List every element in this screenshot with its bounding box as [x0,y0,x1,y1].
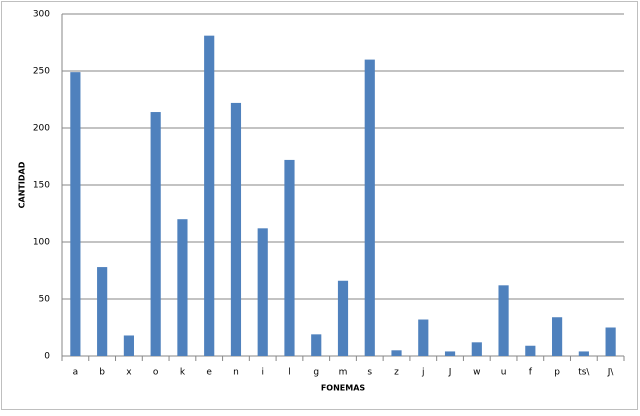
x-tick-label: o [153,368,159,378]
y-axis-label: CANTIDAD [18,161,27,208]
bar [204,35,215,356]
y-tick-label: 0 [44,352,50,362]
x-tick-label: b [99,368,105,378]
x-tick-label: n [233,368,239,378]
bar [177,219,188,356]
x-tick-label: ts\ [578,368,590,378]
x-tick-label: m [339,368,348,378]
x-tick-label: k [180,368,186,378]
bar [311,334,322,356]
y-tick-label: 300 [33,10,50,20]
x-tick-label: s [367,368,372,378]
bar [123,335,134,356]
bar [525,345,536,356]
x-tick-label: f [529,368,533,378]
bar [70,72,81,356]
bar [257,228,268,356]
x-tick-label: w [473,368,480,378]
x-tick-label: J\ [607,368,615,378]
y-tick-label: 250 [33,67,50,77]
x-tick-label: p [554,368,560,378]
x-tick-label: x [126,368,132,378]
bar [498,285,509,356]
x-tick-label: z [394,368,399,378]
bar [605,327,616,356]
bar [578,351,589,356]
bar [552,317,563,356]
x-tick-label: j [421,368,425,378]
y-tick-label: 50 [39,295,51,305]
x-tick-label: u [501,368,507,378]
bar [230,102,242,356]
bar [284,159,295,356]
x-tick-label: e [206,368,212,378]
bar [150,112,161,356]
x-tick-label: J [448,368,452,378]
bar [364,59,375,356]
x-axis-label: FONEMAS [321,384,366,393]
bar [391,350,402,356]
bar [471,342,482,356]
y-tick-label: 150 [33,181,50,191]
x-tick-label: l [288,368,291,378]
x-tick-label: a [73,368,79,378]
bar [418,319,429,356]
x-tick-label: i [261,368,264,378]
x-tick-label: g [313,368,319,378]
bar [337,280,349,356]
y-tick-label: 100 [33,238,50,248]
bar [97,267,108,356]
y-tick-label: 200 [33,124,50,134]
bar [444,351,456,356]
